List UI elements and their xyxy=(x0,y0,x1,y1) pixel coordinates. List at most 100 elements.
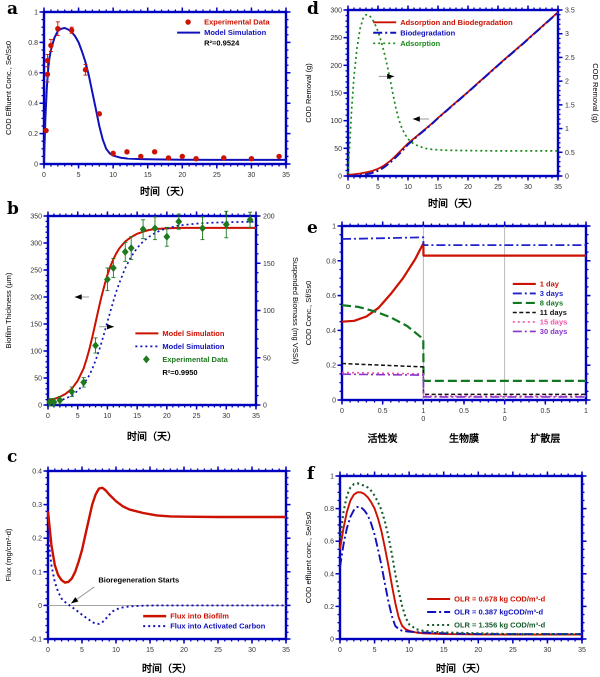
svg-text:20: 20 xyxy=(178,172,186,179)
svg-text:0.2: 0.2 xyxy=(326,363,336,370)
svg-text:0.8: 0.8 xyxy=(28,40,38,47)
svg-text:35: 35 xyxy=(282,647,290,654)
svg-text:0.5: 0.5 xyxy=(378,408,388,415)
svg-text:Flux (mg/cm²-d): Flux (mg/cm²-d) xyxy=(4,528,13,581)
svg-text:0.2: 0.2 xyxy=(28,131,38,138)
svg-text:活性炭: 活性炭 xyxy=(368,432,398,445)
svg-text:35: 35 xyxy=(554,184,562,191)
svg-text:30: 30 xyxy=(248,647,256,654)
svg-text:10: 10 xyxy=(112,647,120,654)
svg-text:0.2: 0.2 xyxy=(32,536,42,543)
svg-text:0: 0 xyxy=(332,398,336,405)
svg-text:0: 0 xyxy=(263,403,267,410)
svg-text:0.5: 0.5 xyxy=(459,408,469,415)
svg-text:30: 30 xyxy=(524,184,532,191)
svg-text:5: 5 xyxy=(77,172,81,179)
svg-text:0.3: 0.3 xyxy=(32,502,42,509)
svg-text:15 days: 15 days xyxy=(540,317,568,326)
panel-e-letter: e xyxy=(307,218,318,238)
chart-c: 0 5 10 15 20 25 30 35 -0.1 0 0.1 0.2 0.3 0.4 Bioregene… xyxy=(4,466,291,675)
svg-text:Flux into Biofilm: Flux into Biofilm xyxy=(170,612,229,621)
svg-text:时间（天）: 时间（天） xyxy=(127,430,177,443)
svg-text:3: 3 xyxy=(565,31,569,38)
svg-text:0.4: 0.4 xyxy=(326,328,336,335)
svg-text:R²=0.9524: R²=0.9524 xyxy=(204,39,240,48)
svg-text:35: 35 xyxy=(578,647,586,654)
svg-text:0: 0 xyxy=(330,637,334,644)
svg-text:0.6: 0.6 xyxy=(28,70,38,77)
panel-b: 0 5 10 15 20 25 30 35 0 50 100 150 200 250 300 350 0 50 10… xyxy=(0,200,300,445)
svg-text:Model Simulation: Model Simulation xyxy=(162,342,225,351)
svg-text:OLR = 0.678 kg COD/m³-d: OLR = 0.678 kg COD/m³-d xyxy=(454,594,545,603)
svg-text:0.1: 0.1 xyxy=(32,569,42,576)
svg-text:20: 20 xyxy=(180,647,188,654)
svg-text:150: 150 xyxy=(30,322,42,329)
svg-text:-0.1: -0.1 xyxy=(30,637,42,644)
panel-f: 0 5 10 15 20 25 30 35 0 0.2 0.4 0.6 0.8 1 OLR = 0.678 … xyxy=(300,460,600,677)
svg-text:0.8: 0.8 xyxy=(326,258,336,265)
svg-text:5: 5 xyxy=(76,413,80,420)
svg-text:Model Simulation: Model Simulation xyxy=(204,28,267,37)
svg-text:30: 30 xyxy=(222,413,230,420)
svg-text:0: 0 xyxy=(38,403,42,410)
svg-text:15: 15 xyxy=(440,647,448,654)
svg-text:3.5: 3.5 xyxy=(565,8,575,15)
svg-text:R²=0.9950: R²=0.9950 xyxy=(162,368,197,377)
svg-text:300: 300 xyxy=(30,241,42,248)
svg-text:0: 0 xyxy=(565,174,569,181)
svg-text:扩散层: 扩散层 xyxy=(530,432,560,445)
svg-text:11 days: 11 days xyxy=(540,308,567,317)
svg-text:10: 10 xyxy=(421,408,425,423)
svg-text:150: 150 xyxy=(330,91,342,98)
svg-text:0.6: 0.6 xyxy=(326,293,336,300)
svg-text:0: 0 xyxy=(46,413,50,420)
svg-text:0: 0 xyxy=(346,184,350,191)
svg-text:0: 0 xyxy=(38,603,42,610)
svg-text:0: 0 xyxy=(46,647,50,654)
panel-c: 0 5 10 15 20 25 30 35 -0.1 0 0.1 0.2 0.3 0.4 Bioregene… xyxy=(0,445,300,677)
chart-d: 0 5 10 15 20 25 30 3505010015020025030000.511.5… xyxy=(304,5,600,210)
svg-text:1: 1 xyxy=(330,474,334,481)
svg-text:Experimental Data: Experimental Data xyxy=(204,18,270,27)
panel-d-letter: d xyxy=(307,0,319,19)
svg-text:50: 50 xyxy=(334,146,342,153)
panel-b-letter: b xyxy=(7,199,19,219)
svg-text:0.5: 0.5 xyxy=(565,150,575,157)
svg-text:Biofilm Thickness (μm): Biofilm Thickness (μm) xyxy=(4,272,13,348)
svg-text:10: 10 xyxy=(404,184,412,191)
svg-text:10: 10 xyxy=(503,408,507,423)
svg-text:15: 15 xyxy=(133,413,141,420)
svg-text:30 days: 30 days xyxy=(540,327,568,336)
chart-b: 0 5 10 15 20 25 30 3505010015020025030035005010… xyxy=(4,210,300,443)
svg-text:25: 25 xyxy=(213,172,221,179)
panel-e: 0 0.5 1 0 0.5 1 0 0.5 1 0 0.2 0.4 0.6 0.8 1 1 day 3 days… xyxy=(300,212,600,460)
right-column: 0 5 10 15 20 25 30 35 0 50 100 150 200 250 300 0 0.5 1 1.5… xyxy=(300,0,600,677)
left-column: 0 5 10 15 20 25 30 35 0 0.2 0.4 0.6 0.8 1 Experimental… xyxy=(0,0,300,677)
panel-c-letter: c xyxy=(7,447,18,467)
svg-text:COD Effluent Conc., Se/Ss0: COD Effluent Conc., Se/Ss0 xyxy=(4,41,13,135)
svg-text:200: 200 xyxy=(330,63,342,70)
svg-text:Experimental Data: Experimental Data xyxy=(162,355,228,364)
svg-text:50: 50 xyxy=(34,376,42,383)
svg-text:5: 5 xyxy=(80,647,84,654)
svg-text:时间（天）: 时间（天） xyxy=(142,662,192,675)
svg-text:25: 25 xyxy=(193,413,201,420)
svg-text:100: 100 xyxy=(330,118,342,125)
svg-text:50: 50 xyxy=(263,355,271,362)
svg-text:1.5: 1.5 xyxy=(565,102,575,109)
svg-text:250: 250 xyxy=(330,35,342,42)
svg-text:生物膜: 生物膜 xyxy=(449,432,479,445)
svg-text:时间（天）: 时间（天） xyxy=(436,662,486,675)
svg-text:1: 1 xyxy=(565,126,569,133)
svg-text:时间（天）: 时间（天） xyxy=(428,197,478,210)
svg-text:2.5: 2.5 xyxy=(565,55,575,62)
svg-text:300: 300 xyxy=(330,8,342,15)
svg-text:1: 1 xyxy=(332,224,336,231)
svg-text:35: 35 xyxy=(252,413,260,420)
svg-text:150: 150 xyxy=(263,261,275,268)
svg-text:0.5: 0.5 xyxy=(540,408,550,415)
svg-text:10: 10 xyxy=(109,172,117,179)
panel-a-letter: a xyxy=(7,0,19,19)
svg-text:35: 35 xyxy=(282,172,290,179)
